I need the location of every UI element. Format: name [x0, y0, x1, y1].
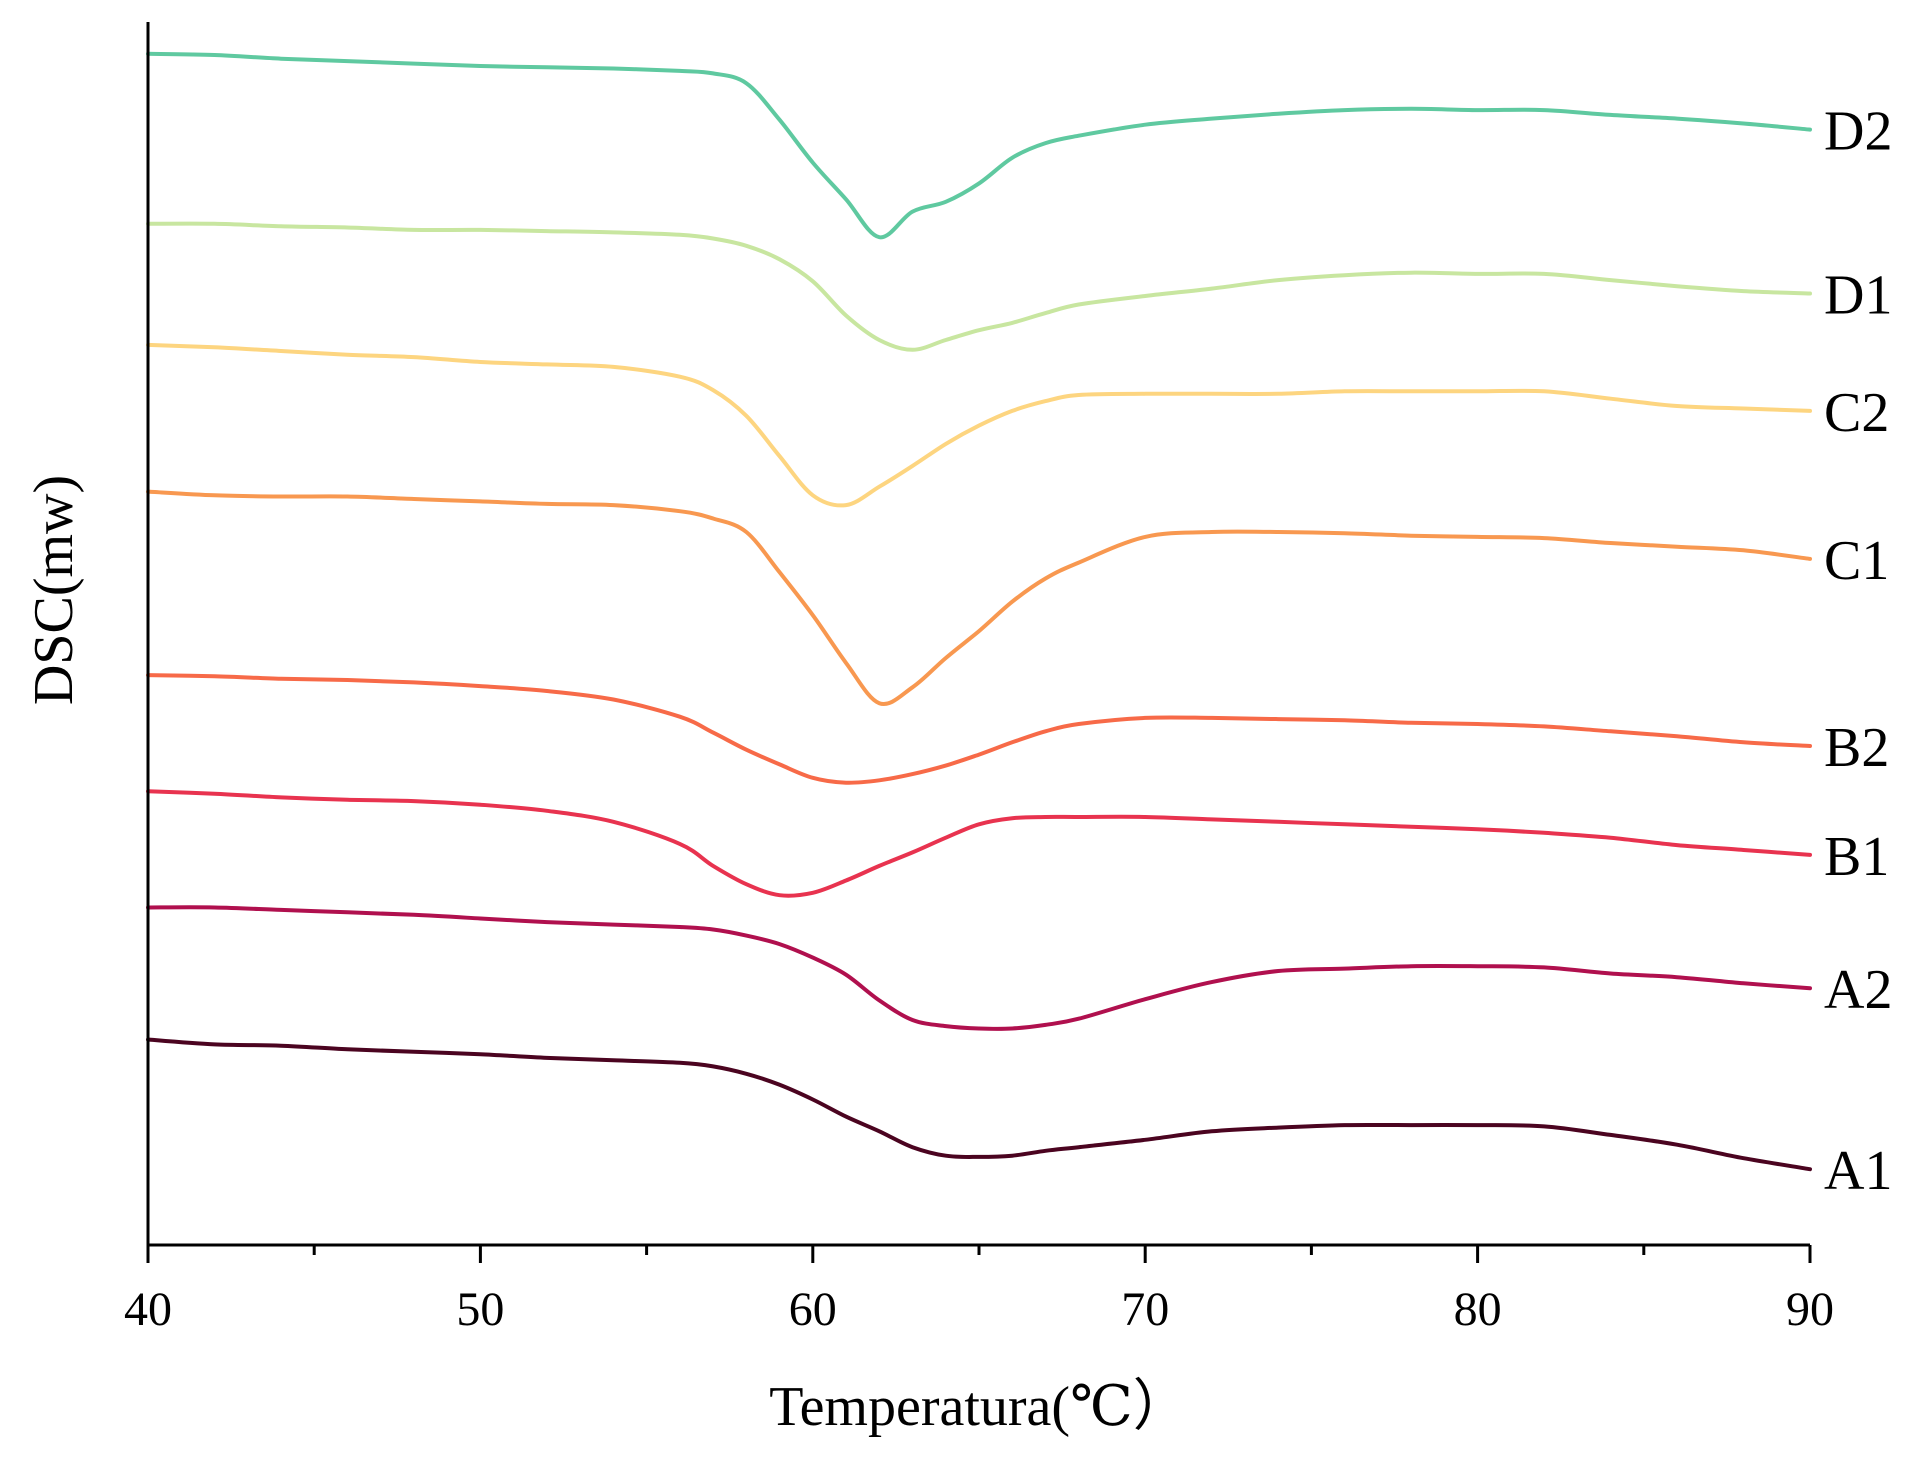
series-line-d2 — [146, 51, 1812, 240]
x-tick-label: 80 — [1454, 1283, 1502, 1336]
series-group — [146, 51, 1812, 1172]
series-labels: D2 D1 C2 C1 B2 B1 A2 A1 — [1824, 101, 1892, 1203]
series-line-b1 — [146, 789, 1812, 898]
x-axis-label: Temperatura(℃） — [769, 1376, 1188, 1438]
x-tick-label: 70 — [1121, 1283, 1169, 1336]
series-label-b1: B1 — [1824, 826, 1889, 888]
series-label-b2: B2 — [1824, 717, 1889, 779]
series-line-c2 — [146, 342, 1812, 508]
x-tick-label: 60 — [789, 1283, 837, 1336]
series-line-c1 — [146, 489, 1812, 706]
series-label-c2: C2 — [1824, 382, 1889, 444]
series-line-b2 — [146, 673, 1812, 785]
series-line-a2 — [146, 905, 1812, 1031]
x-tick-label: 90 — [1786, 1283, 1834, 1336]
x-tick-label: 40 — [124, 1283, 172, 1336]
x-axis-ticks: 40 50 60 70 80 90 — [124, 1245, 1834, 1336]
series-line-a1 — [146, 1037, 1812, 1172]
series-label-a1: A1 — [1824, 1140, 1892, 1202]
series-line-d1 — [146, 221, 1812, 352]
series-label-a2: A2 — [1824, 959, 1892, 1021]
x-tick-label: 50 — [456, 1283, 504, 1336]
series-label-d1: D1 — [1824, 265, 1892, 327]
series-label-c1: C1 — [1824, 530, 1889, 592]
y-axis-label: DSC(mw) — [23, 475, 85, 705]
series-label-d2: D2 — [1824, 101, 1892, 163]
